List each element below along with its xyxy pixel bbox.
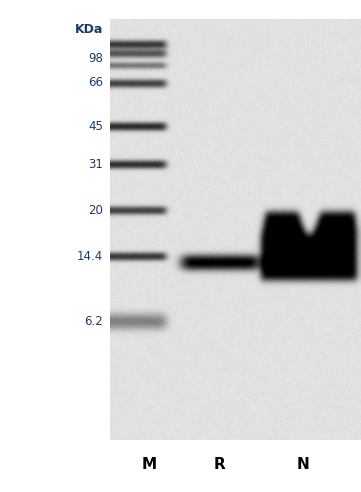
Text: 98: 98 (88, 53, 103, 65)
Text: 31: 31 (88, 158, 103, 171)
Text: 45: 45 (88, 120, 103, 133)
Text: R: R (213, 458, 225, 472)
Text: N: N (297, 458, 310, 472)
Text: M: M (142, 458, 156, 472)
Text: KDa: KDa (74, 23, 103, 36)
Text: 6.2: 6.2 (84, 315, 103, 328)
Text: 66: 66 (88, 76, 103, 90)
Text: 14.4: 14.4 (77, 250, 103, 263)
Text: 20: 20 (88, 204, 103, 217)
